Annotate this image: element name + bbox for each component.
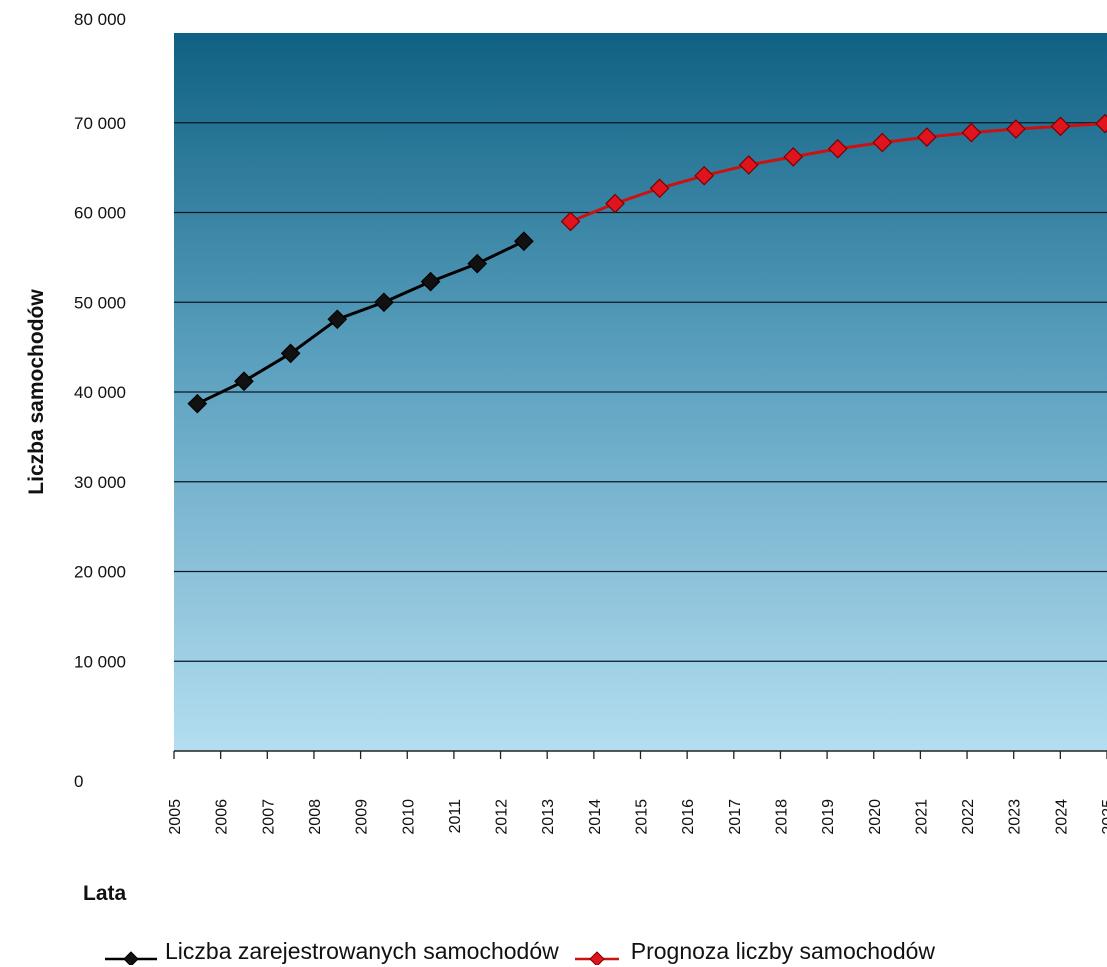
x-tick-label: 2022	[960, 799, 977, 835]
data-point-marker	[420, 271, 441, 292]
gridlines	[174, 122, 1107, 662]
y-tick-label: 60 000	[74, 204, 126, 223]
legend: Liczba zarejestrowanych samochodów Progn…	[105, 938, 947, 965]
x-tick-label: 2019	[820, 799, 837, 835]
x-tick-label: 2012	[494, 799, 511, 835]
line-chart: 0 10 000 20 000 30 000 40 000 50 000 60 000 70 …	[25, 10, 1107, 905]
y-axis-title: Liczba samochodów	[25, 289, 48, 495]
x-tick-label: 2015	[634, 799, 651, 835]
x-tick-label: 2005	[167, 799, 184, 835]
data-point-marker	[783, 147, 804, 167]
x-tick-label: 2016	[680, 799, 697, 835]
x-tick-label: 2024	[1053, 799, 1070, 835]
legend-item-registered: Liczba zarejestrowanych samochodów	[105, 938, 559, 965]
y-tick-label: 0	[74, 772, 83, 791]
x-axis-title: Lata	[83, 882, 127, 905]
x-tick-label: 2018	[773, 799, 790, 835]
data-point-marker	[1050, 116, 1071, 137]
data-point-marker	[327, 309, 348, 330]
x-tick-label: 2021	[913, 799, 930, 835]
y-tick-label: 50 000	[74, 293, 126, 312]
series-line-0	[196, 239, 525, 406]
data-point-marker	[1095, 113, 1107, 134]
x-tick-label: 2023	[1007, 799, 1024, 835]
y-tick-label: 70 000	[74, 114, 126, 133]
y-tick-label: 40 000	[74, 383, 126, 402]
data-point-marker	[649, 178, 670, 199]
data-point-marker	[1006, 119, 1026, 139]
data-point-marker	[605, 193, 625, 214]
data-point-marker	[961, 122, 982, 143]
x-tick-label: 2010	[400, 799, 417, 835]
legend-marker-black-diamond-icon	[105, 950, 157, 965]
x-axis: 2005 2006 2007 2008 2009 2010 2011 2012 2013 2014…	[167, 750, 1107, 835]
legend-label-forecast: Prognoza liczby samochodów	[630, 938, 936, 964]
y-axis-ticks: 0 10 000 20 000 30 000 40 000 50 000 60 000 70 …	[74, 10, 126, 791]
y-tick-label: 20 000	[74, 563, 126, 582]
x-tick-label: 2025	[1100, 799, 1107, 835]
x-tick-label: 2014	[587, 799, 604, 835]
x-tick-label: 2020	[867, 799, 884, 835]
data-point-marker	[234, 371, 254, 392]
data-point-marker	[467, 253, 488, 274]
x-tick-label: 2007	[260, 799, 277, 835]
data-point-marker	[187, 393, 208, 414]
y-tick-label: 30 000	[74, 473, 126, 492]
data-point-marker	[280, 343, 301, 364]
data-point-marker	[560, 211, 581, 232]
legend-item-forecast: Prognoza liczby samochodów	[571, 938, 935, 965]
data-point-marker	[514, 231, 534, 252]
data-point-marker	[374, 292, 394, 313]
data-point-marker	[916, 127, 937, 147]
x-tick-label: 2006	[214, 799, 231, 835]
y-tick-label: 10 000	[74, 652, 126, 671]
legend-marker-red-diamond-icon	[574, 950, 619, 965]
data-point-marker	[694, 165, 714, 186]
x-tick-label: 2008	[307, 799, 324, 835]
data-point-marker	[738, 155, 759, 175]
data-point-marker	[827, 138, 848, 159]
x-tick-label: 2013	[540, 799, 557, 835]
data-point-marker	[872, 132, 893, 153]
legend-label-registered: Liczba zarejestrowanych samochodów	[165, 938, 559, 964]
series-markers	[187, 113, 1107, 414]
x-tick-label: 2017	[727, 799, 744, 835]
x-tick-label: 2009	[354, 799, 371, 835]
x-tick-label: 2011	[447, 799, 464, 834]
y-tick-label: 80 000	[74, 10, 126, 29]
